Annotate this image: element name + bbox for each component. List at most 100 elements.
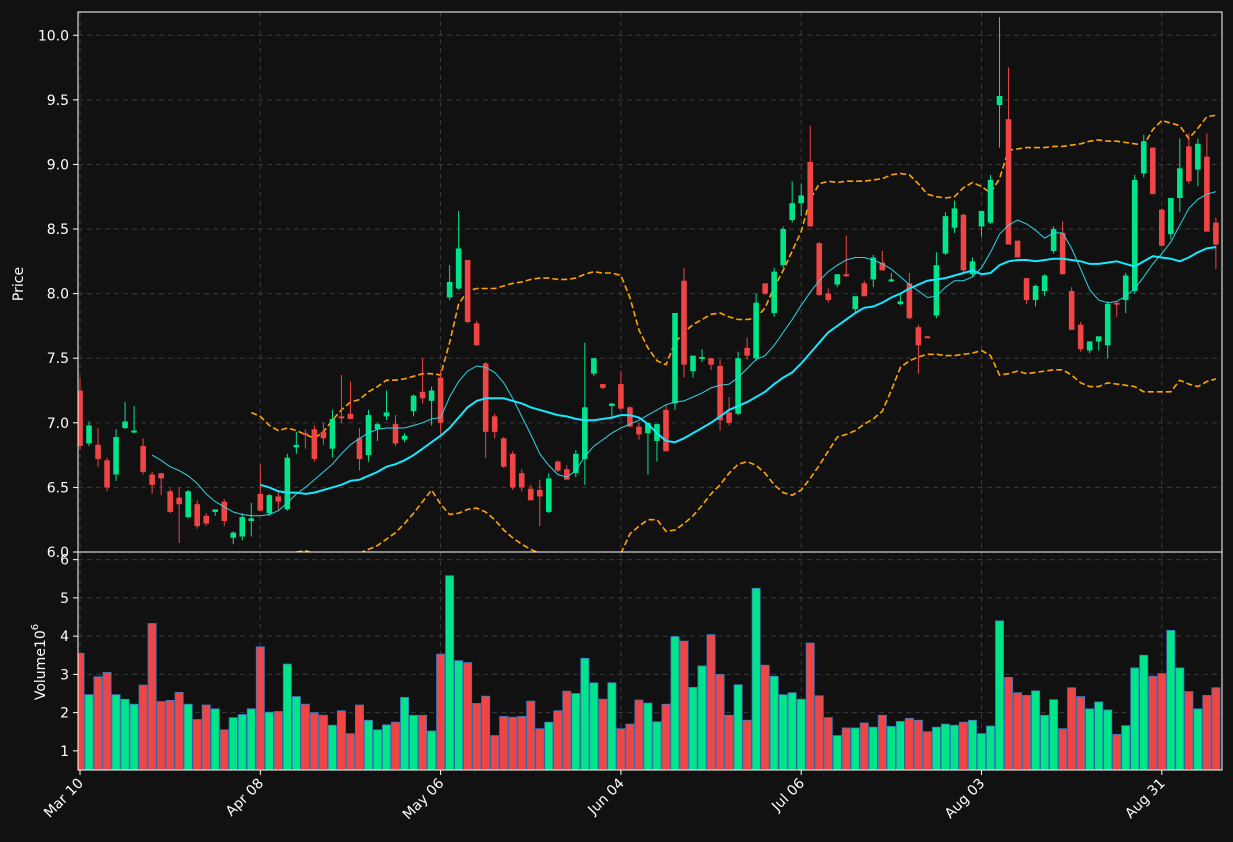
volume-bar: [742, 719, 752, 770]
candle-body: [275, 496, 282, 502]
volume-tick-label: 4: [60, 629, 69, 645]
price-panel-frame: [77, 11, 1223, 553]
candle-body: [230, 532, 237, 538]
candle-body: [122, 421, 128, 428]
volume-bar: [147, 623, 157, 770]
candle-body: [942, 216, 949, 254]
volume-bar: [688, 686, 698, 770]
volume-bar: [1022, 695, 1032, 770]
candle-body: [1195, 143, 1201, 170]
x-tick-label: Jul 06: [768, 775, 808, 815]
candle-body: [1131, 179, 1138, 292]
candle-body: [1068, 291, 1075, 330]
candle-body: [248, 518, 255, 521]
volume-bar: [877, 714, 887, 770]
candle-body: [915, 327, 922, 346]
volume-bar: [111, 694, 121, 770]
volume-bar: [823, 717, 833, 770]
volume-bar: [733, 684, 743, 770]
volume-bar: [1175, 667, 1185, 770]
volume-bar: [183, 703, 193, 770]
candle-body: [726, 412, 732, 423]
volume-bar: [1184, 691, 1194, 770]
candle-body: [239, 517, 246, 537]
volume-bar: [580, 657, 590, 770]
volume-bar: [1103, 709, 1113, 770]
candle-body: [104, 460, 110, 488]
candle-body: [338, 416, 345, 419]
volume-bar: [607, 682, 617, 770]
volume-bar: [436, 653, 446, 770]
volume-bar: [1157, 673, 1167, 770]
volume-bar: [219, 729, 229, 770]
x-tick-label: Aug 31: [1122, 776, 1168, 822]
candle-body: [987, 179, 994, 223]
price-tick-label: 9.0: [47, 157, 69, 173]
volume-bar: [355, 704, 364, 770]
candle-body: [1186, 146, 1192, 182]
candle-body: [798, 195, 804, 204]
volume-bar: [156, 701, 166, 770]
candle-body: [212, 509, 219, 512]
candle-body: [591, 358, 597, 374]
candle-body: [1050, 229, 1057, 251]
candle-body: [158, 473, 164, 479]
volume-bar: [850, 727, 860, 770]
volume-bar: [1121, 725, 1131, 770]
volume-bar: [84, 694, 94, 770]
candle-body: [663, 409, 669, 452]
volume-bar: [472, 703, 482, 770]
volume-bar: [778, 694, 788, 770]
candle-body: [924, 336, 931, 339]
candle-body: [356, 438, 363, 459]
candle-body: [365, 415, 372, 456]
candle-body: [536, 489, 543, 497]
candle-body: [717, 365, 723, 421]
volume-bar: [201, 704, 211, 770]
candle-body: [131, 430, 137, 433]
panel-frames: [77, 11, 1223, 771]
price-tick-label: 7.5: [47, 351, 69, 367]
volume-bar: [1193, 708, 1203, 770]
volume-bar: [138, 684, 148, 770]
volume-bar: [995, 620, 1004, 770]
volume-bar: [327, 724, 337, 770]
volume-bar: [1049, 699, 1059, 770]
volume-bar: [454, 660, 464, 770]
candle-body: [518, 473, 525, 488]
volume-bar: [1094, 701, 1104, 770]
volume-bar: [634, 699, 644, 770]
volume-bar: [273, 711, 283, 770]
volume-bar: [246, 708, 256, 770]
candle-body: [816, 243, 823, 295]
candle-body: [735, 358, 741, 414]
candle-body: [383, 412, 390, 417]
volume-bar: [282, 663, 292, 770]
volume-bar: [192, 719, 202, 770]
candle-body: [1095, 336, 1102, 342]
candle-body: [446, 282, 453, 298]
candle-body: [609, 403, 615, 407]
volume-bar: [922, 731, 932, 770]
volume-bar: [787, 692, 797, 770]
candle-body: [744, 347, 750, 356]
candle-body: [789, 203, 795, 220]
volume-bar: [1067, 687, 1077, 770]
price-tick-label: 7.0: [47, 416, 69, 432]
volume-bar: [517, 716, 527, 770]
volume-bar: [1202, 695, 1212, 770]
candle-body: [600, 384, 606, 388]
candle-body: [888, 279, 895, 282]
candle-body: [1077, 324, 1084, 350]
volume-bar: [931, 726, 941, 770]
candle-body: [86, 425, 92, 444]
candle-body: [1177, 168, 1183, 199]
candle-body: [527, 488, 534, 501]
x-tick-label: Mar 10: [41, 776, 87, 822]
volume-bar: [715, 673, 725, 770]
moving-average-fast-line: [151, 191, 1217, 517]
candle-body: [618, 384, 624, 409]
volume-bar: [940, 723, 950, 770]
candle-body: [401, 435, 408, 440]
candle-body: [1159, 209, 1165, 246]
